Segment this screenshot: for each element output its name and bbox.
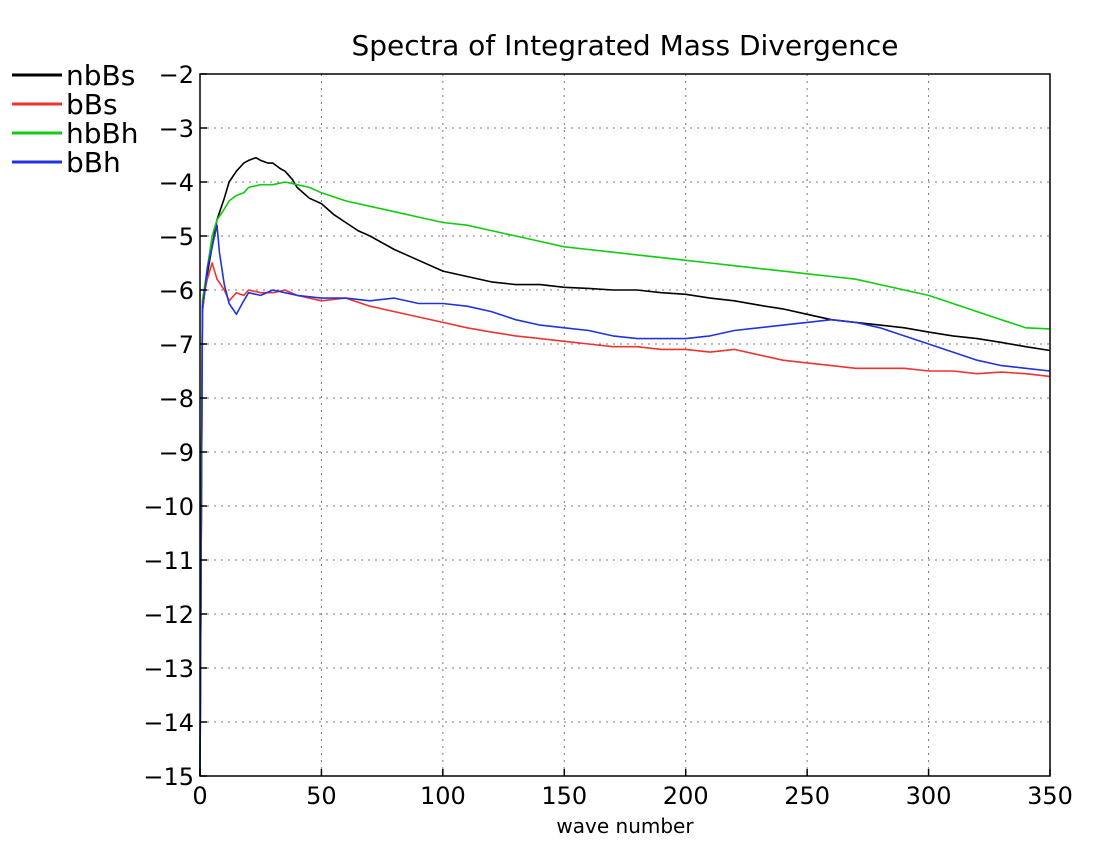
x-tick-label: 100 [420,782,466,810]
x-tick-label: 350 [1027,782,1073,810]
plot-area [199,156,1051,777]
legend-label: bBs [66,88,118,121]
y-tick-label: −3 [159,115,194,143]
y-tick-label: −5 [159,223,194,251]
y-tick-label: −15 [143,763,194,791]
y-axis: −2 −3 −4 −5 −6 −7 −8 −9 −10 −11 −12 −13 −14 −15 [143,61,207,791]
series-line-nbBs [199,156,1051,777]
y-tick-label: −12 [143,601,194,629]
y-tick-label: −4 [159,169,194,197]
legend-label: hbBh [66,117,138,150]
y-tick-label: −13 [143,655,194,683]
y-tick-label: −8 [159,385,194,413]
plot-frame [199,73,1051,777]
x-tick-label: 150 [541,782,587,810]
y-tick-label: −14 [143,709,194,737]
series-line-bBs [199,262,1051,777]
x-tick-label: 50 [306,782,337,810]
series-line-hbBh [199,181,1051,777]
x-tick-label: 250 [784,782,830,810]
y-tick-label: −6 [159,277,194,305]
legend-label: nbBs [66,59,135,92]
x-axis: 0 50 100 150 200 250 300 350 [192,769,1073,810]
grid [200,74,1050,776]
y-tick-label: −7 [159,331,194,359]
x-tick-label: 200 [663,782,709,810]
y-tick-label: −10 [143,493,194,521]
x-axis-label: wave number [556,814,694,838]
chart-title: Spectra of Integrated Mass Divergence [351,29,898,62]
series-line-bBh [199,224,1051,777]
y-tick-label: −11 [143,547,194,575]
x-tick-label: 300 [906,782,952,810]
y-tick-label: −2 [159,61,194,89]
legend-label: bBh [66,146,121,179]
y-tick-label: −9 [159,439,194,467]
x-tick-label: 0 [192,782,207,810]
